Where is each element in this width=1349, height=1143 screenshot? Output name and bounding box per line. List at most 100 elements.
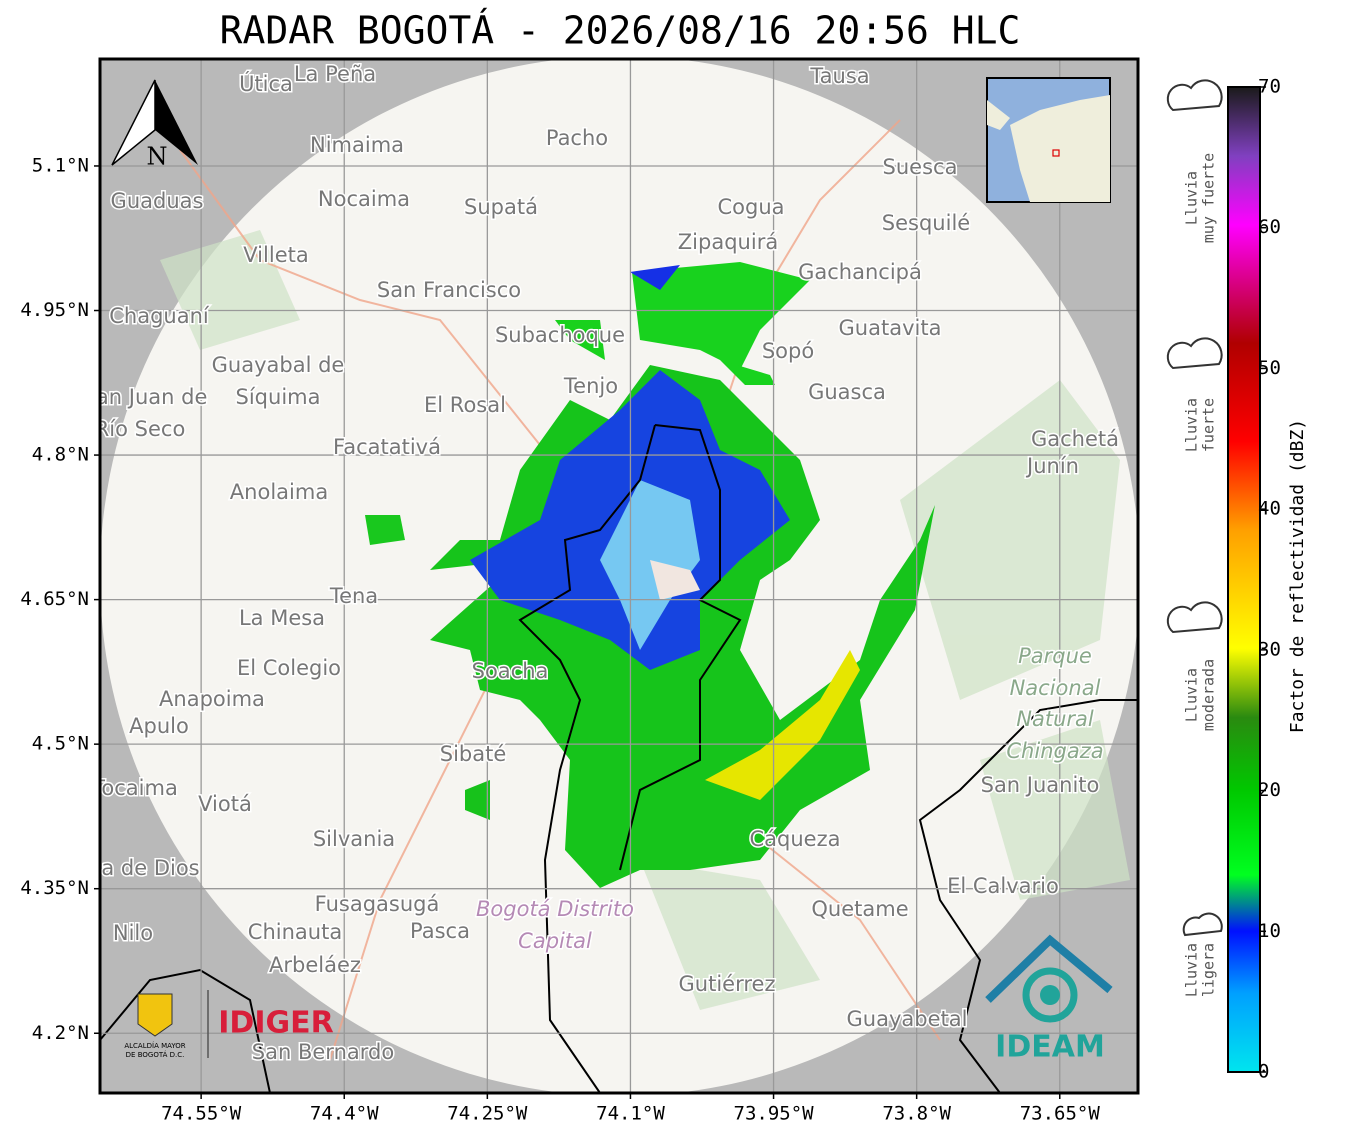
place-label: Viotá <box>198 792 252 816</box>
place-label: Anapoima <box>159 687 265 711</box>
place-label: Sibaté <box>440 742 507 766</box>
place-label: Parque <box>1018 644 1092 668</box>
colorbar-tick-label: 60 <box>1258 216 1281 238</box>
place-label: Río Seco <box>95 417 186 441</box>
place-label: Guayabetal <box>847 1007 968 1031</box>
colorbar-tick-label: 70 <box>1258 76 1281 98</box>
alcaldia-line: DE BOGOTÁ D.C. <box>126 1050 185 1059</box>
inset-map <box>986 77 1111 203</box>
x-tick-label: 74.55°W <box>161 1103 242 1125</box>
y-tick-label: 4.95°N <box>20 299 89 321</box>
alcaldia-line: ALCALDÍA MAYOR <box>124 1041 185 1050</box>
colorbar-tick-label: 40 <box>1258 498 1281 520</box>
place-label: Síquima <box>236 385 321 409</box>
place-label: Apulo <box>129 714 189 738</box>
place-label: Tena <box>329 584 378 608</box>
place-label: Pasca <box>410 919 470 943</box>
rain-category-label: Lluvia <box>1183 943 1201 997</box>
place-label: Junín <box>1025 454 1079 478</box>
ideam-label: IDEAM <box>995 1030 1105 1065</box>
x-tick-label: 74.1°W <box>596 1103 665 1125</box>
place-label: Agua de Dios <box>60 856 199 880</box>
north-label: N <box>147 143 168 171</box>
place-label: Guasca <box>808 380 886 404</box>
place-label: Suesca <box>883 155 958 179</box>
place-label: San Francisco <box>377 278 521 302</box>
y-tick-label: 4.65°N <box>20 588 89 610</box>
rain-category-label: fuerte <box>1200 398 1218 452</box>
place-label: Pacho <box>546 126 608 150</box>
place-label: San Juanito <box>981 773 1100 797</box>
y-tick-label: 5.1°N <box>32 154 89 176</box>
place-label: Sesquilé <box>882 211 970 235</box>
title: RADAR BOGOTÁ - 2026/08/16 20:56 HLC <box>220 9 1021 53</box>
x-tick-label: 74.4°W <box>310 1103 379 1125</box>
place-label: Subachoque <box>495 323 625 347</box>
place-label: Anolaima <box>230 480 328 504</box>
place-label: Chingaza <box>1006 739 1103 763</box>
place-label: Nilo <box>113 921 153 945</box>
place-label: Útica <box>239 71 293 96</box>
boundaries <box>100 424 1138 1093</box>
x-tick-label: 73.95°W <box>734 1103 815 1125</box>
place-label: Fusagasugá <box>315 892 440 916</box>
rain-category-label: muy fuerte <box>1200 153 1218 243</box>
place-label: Soacha <box>472 659 549 683</box>
map-frame <box>98 57 1140 1095</box>
place-label: Nacional <box>1010 676 1101 700</box>
rain-category-label: Lluvia <box>1183 398 1201 452</box>
rain-category-label: Lluvia <box>1183 668 1201 722</box>
colorbar-tick-label: 0 <box>1258 1061 1269 1083</box>
x-tick-label: 74.25°W <box>447 1103 528 1125</box>
place-label: Tocaima <box>91 776 178 800</box>
place-label: Facatativá <box>333 435 441 459</box>
place-label: Supatá <box>464 195 538 219</box>
x-tick-label: 73.65°W <box>1020 1103 1101 1125</box>
place-label: Chaguaní <box>109 304 210 328</box>
place-label: San Bernardo <box>252 1040 394 1064</box>
y-tick-label: 4.2°N <box>32 1022 89 1044</box>
logo-alcaldia: ALCALDÍA MAYOR DE BOGOTÁ D.C. <box>124 990 209 1059</box>
map-area: Útica La Peña Tausa Pacho Nimaima Guaduas Noca… <box>60 59 1138 1093</box>
place-label: Gachetá <box>1031 427 1119 451</box>
place-label: San Juan de <box>83 385 208 409</box>
place-label: Natural <box>1016 707 1094 731</box>
north-arrow: N <box>111 79 198 171</box>
rain-category-label: ligera <box>1200 943 1218 997</box>
y-tick-label: 4.5°N <box>32 733 89 755</box>
y-tick-label: 4.35°N <box>20 877 89 899</box>
place-label: Nimaima <box>310 133 404 157</box>
place-label: Sopó <box>762 339 814 363</box>
logo-ideam: IDEAM <box>985 934 1113 1065</box>
place-label: Guatavita <box>839 316 942 340</box>
rain-category-label: moderada <box>1200 659 1218 731</box>
place-label: Capital <box>518 929 592 953</box>
colorbar-tick-label: 50 <box>1258 357 1281 379</box>
place-label: Tenjo <box>563 374 618 398</box>
place-label: Guaduas <box>111 189 204 213</box>
colorbar-tick-label: 30 <box>1258 638 1281 660</box>
place-label: Cáqueza <box>750 827 841 851</box>
place-label: Quetame <box>811 897 908 921</box>
rain-category-label: Lluvia <box>1183 171 1201 225</box>
terrain <box>160 230 1130 1010</box>
place-label: La Mesa <box>239 606 325 630</box>
place-label: Gachancipá <box>798 260 922 284</box>
x-tick-label: 73.8°W <box>882 1103 951 1125</box>
place-label: El Calvario <box>947 874 1059 898</box>
place-label: Nocaima <box>318 187 410 211</box>
place-label: Bogotá Distrito <box>476 897 634 921</box>
place-label: El Rosal <box>424 393 506 417</box>
place-labels: Útica La Peña Tausa Pacho Nimaima Guaduas Noca… <box>60 61 1121 1066</box>
colorbar-tick-label: 20 <box>1258 779 1281 801</box>
rain-icons <box>1166 79 1223 937</box>
place-label: El Colegio <box>237 656 341 680</box>
place-label: Silvania <box>313 827 395 851</box>
place-label: La Peña <box>294 62 376 86</box>
place-label: Villeta <box>243 243 308 267</box>
place-label: Tausa <box>809 64 869 88</box>
place-label: Guayabal de <box>212 353 345 377</box>
colorbar-label: Factor de reflectividad (dBZ) <box>1287 419 1308 733</box>
